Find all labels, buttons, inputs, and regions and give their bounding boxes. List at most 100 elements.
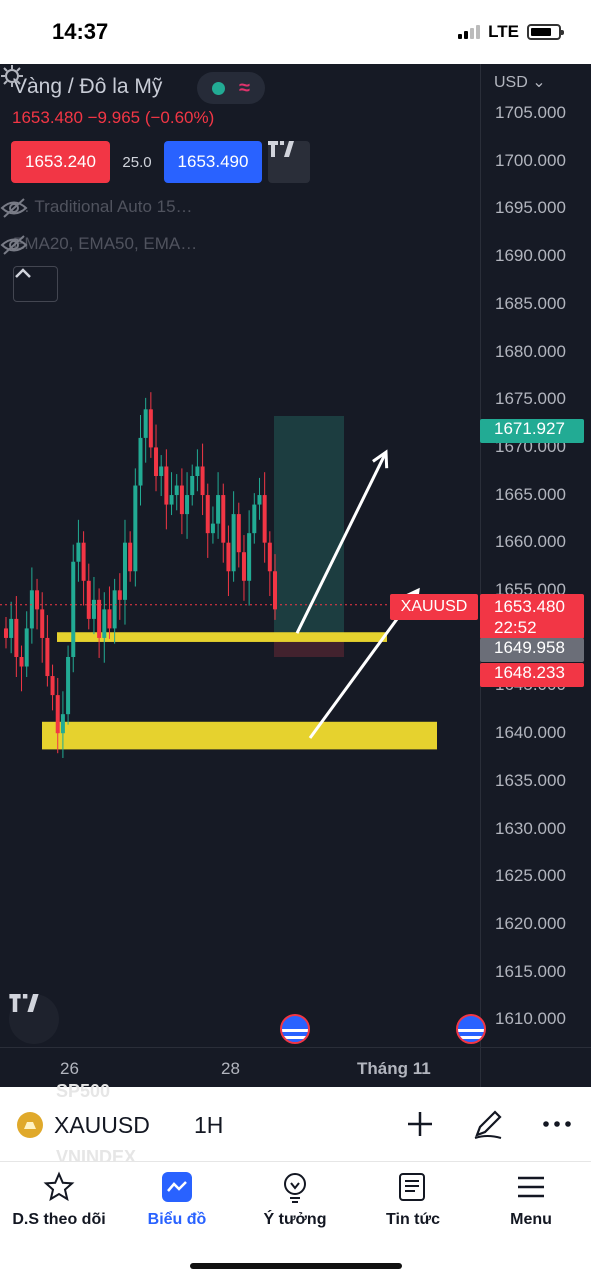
price-axis-label: 1610.000 xyxy=(495,1009,566,1029)
home-indicator[interactable] xyxy=(190,1263,402,1269)
candle-body xyxy=(242,552,246,581)
candle-body xyxy=(66,657,70,714)
price-axis-label: 1660.000 xyxy=(495,532,566,552)
price-axis-label: 1705.000 xyxy=(495,103,566,123)
buy-button[interactable]: 1653.490 xyxy=(164,141,262,183)
candle-body xyxy=(123,543,127,600)
price-axis-label: 1640.000 xyxy=(495,723,566,743)
eye-hidden-icon[interactable] xyxy=(0,234,28,256)
support-zone-lower xyxy=(42,722,437,750)
symbol-toolbar: SP500 XAUUSD 1H VNINDEX xyxy=(0,1087,591,1161)
symbol-selector[interactable]: XAUUSD xyxy=(54,1112,150,1139)
broker-button[interactable] xyxy=(268,141,310,183)
bottom-navigation: D.S theo dõi Biểu đồ Ý tưởng xyxy=(0,1161,591,1280)
currency-selector[interactable]: USD ⌄ xyxy=(494,72,546,92)
nav-ideas[interactable]: Ý tưởng xyxy=(236,1170,354,1229)
gear-icon[interactable] xyxy=(0,64,24,88)
market-status-pill[interactable]: ≈ xyxy=(197,72,265,104)
nav-chart[interactable]: Biểu đồ xyxy=(118,1170,236,1229)
candle-body xyxy=(216,495,220,524)
candle-body xyxy=(144,409,148,438)
us-event-flag-icon[interactable] xyxy=(280,1014,310,1044)
candle-body xyxy=(185,495,189,514)
network-label: LTE xyxy=(488,22,519,42)
gold-icon xyxy=(17,1112,43,1138)
news-icon xyxy=(397,1171,429,1203)
drawing-pen-icon[interactable] xyxy=(471,1107,505,1141)
price-axis-label: 1695.000 xyxy=(495,198,566,218)
signal-icon xyxy=(458,25,480,39)
candle-body xyxy=(211,524,215,534)
candle-body xyxy=(237,514,241,552)
price-axis-label: 1615.000 xyxy=(495,962,566,982)
candle-body xyxy=(273,571,277,609)
candle-body xyxy=(71,562,75,657)
tradingview-logo-icon xyxy=(9,994,39,1012)
nav-watchlist[interactable]: D.S theo dõi xyxy=(0,1170,118,1229)
candle-body xyxy=(247,533,251,581)
candle-body xyxy=(82,543,86,581)
interval-selector[interactable]: 1H xyxy=(194,1112,223,1139)
time-axis-label: Tháng 11 xyxy=(357,1059,431,1079)
nav-label: D.S theo dõi xyxy=(12,1211,105,1229)
price-axis-label: 1665.000 xyxy=(495,485,566,505)
eye-hidden-icon[interactable] xyxy=(0,197,28,219)
clock: 14:37 xyxy=(52,19,108,45)
candle-body xyxy=(170,495,174,505)
price-axis-label: 1700.000 xyxy=(495,151,566,171)
candle-body xyxy=(268,543,272,572)
price-tag-high: 1671.927 xyxy=(480,419,584,443)
candle-body xyxy=(30,590,34,628)
candle-body xyxy=(128,543,132,572)
candle-body xyxy=(252,505,256,534)
price-tag-mid: 1649.958 xyxy=(480,638,584,662)
indicator-legend-1[interactable]: … Traditional Auto 15… xyxy=(13,197,193,217)
price-axis-label: 1685.000 xyxy=(495,294,566,314)
time-axis-label: 28 xyxy=(221,1059,240,1079)
last-price-value: 1653.480 xyxy=(494,596,584,617)
plus-icon[interactable] xyxy=(403,1107,437,1141)
symbol-title[interactable]: Vàng / Đô la Mỹ xyxy=(13,75,162,99)
candle-body xyxy=(175,486,179,496)
time-axis-label: 26 xyxy=(60,1059,79,1079)
candle-body xyxy=(45,638,49,676)
price-axis-label: 1620.000 xyxy=(495,914,566,934)
more-icon[interactable] xyxy=(540,1107,574,1141)
us-event-flag-icon[interactable] xyxy=(456,1014,486,1044)
star-icon xyxy=(43,1171,75,1203)
support-zone-upper xyxy=(57,632,387,642)
status-bar: 14:37 LTE xyxy=(0,0,591,64)
last-price-tag: 1653.480 22:52 xyxy=(480,594,584,639)
candle-body xyxy=(107,609,111,628)
candle-body xyxy=(25,628,29,666)
chevron-up-icon xyxy=(14,267,32,279)
candle-body xyxy=(221,495,225,543)
candle-body xyxy=(14,619,18,657)
sell-button[interactable]: 1653.240 xyxy=(11,141,110,183)
tradingview-watermark[interactable] xyxy=(9,994,59,1044)
spread-value: 25.0 xyxy=(112,141,162,183)
candle-body xyxy=(113,590,117,628)
delay-icon: ≈ xyxy=(239,77,250,100)
menu-icon xyxy=(515,1171,547,1203)
symbol-price-tag: XAUUSD xyxy=(390,594,478,620)
nav-news[interactable]: Tin tức xyxy=(354,1170,472,1229)
candle-body xyxy=(190,476,194,495)
candle-body xyxy=(149,409,153,447)
indicator-legend-2[interactable]: EMA20, EMA50, EMA… xyxy=(13,234,197,254)
candle-body xyxy=(4,628,8,638)
candle-body xyxy=(118,590,122,600)
candles-layer xyxy=(4,392,277,758)
candle-body xyxy=(102,609,106,638)
currency-label: USD xyxy=(494,74,528,91)
collapse-legend-button[interactable] xyxy=(13,266,58,302)
nav-menu[interactable]: Menu xyxy=(472,1170,590,1229)
candle-body xyxy=(154,447,158,476)
price-axis-label: 1635.000 xyxy=(495,771,566,791)
nav-label: Biểu đồ xyxy=(148,1211,207,1229)
candle-body xyxy=(139,438,143,486)
status-icons: LTE xyxy=(458,22,561,42)
chart-icon xyxy=(161,1171,193,1203)
candle-body xyxy=(56,695,60,733)
chart-area[interactable]: Vàng / Đô la Mỹ ≈ 1653.480 −9.965 (−0.60… xyxy=(0,64,591,1087)
